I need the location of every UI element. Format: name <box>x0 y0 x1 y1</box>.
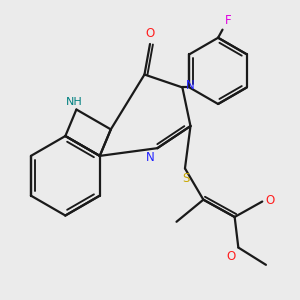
Text: N: N <box>186 80 195 92</box>
Text: N: N <box>146 151 154 164</box>
Text: S: S <box>182 172 190 185</box>
Text: O: O <box>146 27 154 40</box>
Text: F: F <box>225 14 231 27</box>
Text: NH: NH <box>65 97 82 107</box>
Text: O: O <box>226 250 236 263</box>
Text: O: O <box>265 194 274 207</box>
